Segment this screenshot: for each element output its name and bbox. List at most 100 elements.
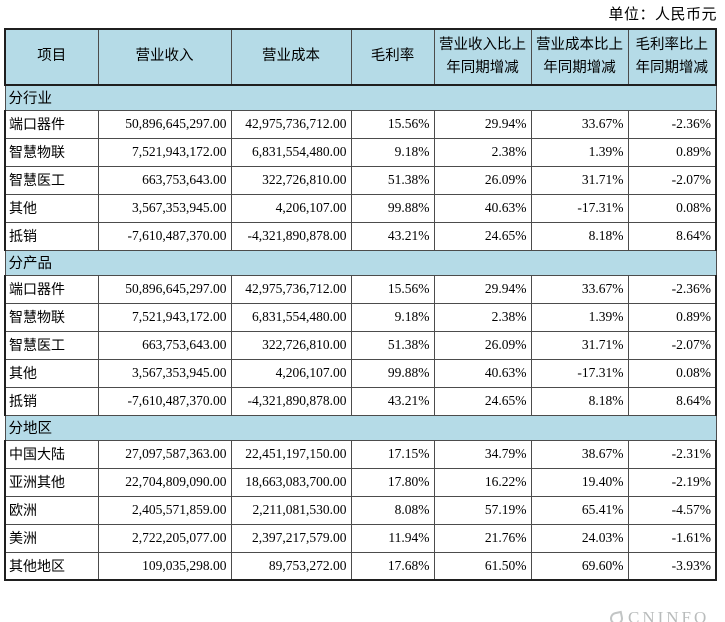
value-cell: 26.09% bbox=[433, 330, 532, 360]
section-label: 分地区 bbox=[4, 414, 717, 441]
value-cell: 0.89% bbox=[627, 302, 717, 332]
value-cell: 33.67% bbox=[530, 109, 629, 139]
table-row: 智慧医工 663,753,643.00 322,726,810.00 51.38% 26… bbox=[4, 330, 717, 360]
value-cell: -4,321,890,878.00 bbox=[230, 386, 352, 416]
table-row: 亚洲其他 22,704,809,090.00 18,663,083,700.00 17… bbox=[4, 467, 717, 497]
value-cell: 16.22% bbox=[433, 467, 532, 497]
value-cell: -4.57% bbox=[627, 495, 717, 525]
table-row: 智慧医工 663,753,643.00 322,726,810.00 51.38% 26… bbox=[4, 165, 717, 195]
table-row: 抵销 -7,610,487,370.00 -4,321,890,878.00 43.2… bbox=[4, 386, 717, 416]
value-cell: 2.38% bbox=[433, 302, 532, 332]
value-cell: -3.93% bbox=[627, 551, 717, 581]
table-row: 端口器件 50,896,645,297.00 42,975,736,712.00 15… bbox=[4, 109, 717, 139]
item-cell: 智慧医工 bbox=[4, 330, 99, 360]
value-cell: 2,405,571,859.00 bbox=[97, 495, 232, 525]
table-row: 其他 3,567,353,945.00 4,206,107.00 99.88% 40.6… bbox=[4, 358, 717, 388]
value-cell: 8.64% bbox=[627, 221, 717, 251]
value-cell: 51.38% bbox=[350, 330, 435, 360]
value-cell: 22,704,809,090.00 bbox=[97, 467, 232, 497]
table-row: 其他 3,567,353,945.00 4,206,107.00 99.88% 40.6… bbox=[4, 193, 717, 223]
value-cell: 57.19% bbox=[433, 495, 532, 525]
unit-label: 单位：人民币元 bbox=[608, 7, 717, 23]
col-header-revenue-yoy: 营业收入比上年同期增减 bbox=[433, 28, 532, 86]
value-cell: 42,975,736,712.00 bbox=[230, 274, 352, 304]
section-label: 分产品 bbox=[4, 249, 717, 276]
section-row: 分产品 bbox=[4, 249, 717, 276]
value-cell: 99.88% bbox=[350, 358, 435, 388]
value-cell: 22,451,197,150.00 bbox=[230, 439, 352, 469]
value-cell: -2.36% bbox=[627, 109, 717, 139]
value-cell: -4,321,890,878.00 bbox=[230, 221, 352, 251]
value-cell: 38.67% bbox=[530, 439, 629, 469]
col-header-gross-margin: 毛利率 bbox=[350, 28, 435, 86]
value-cell: 19.40% bbox=[530, 467, 629, 497]
value-cell: 7,521,943,172.00 bbox=[97, 137, 232, 167]
value-cell: 0.89% bbox=[627, 137, 717, 167]
value-cell: 29.94% bbox=[433, 274, 532, 304]
value-cell: 40.63% bbox=[433, 193, 532, 223]
value-cell: 17.68% bbox=[350, 551, 435, 581]
value-cell: 8.18% bbox=[530, 386, 629, 416]
value-cell: 43.21% bbox=[350, 386, 435, 416]
item-cell: 中国大陆 bbox=[4, 439, 99, 469]
value-cell: 43.21% bbox=[350, 221, 435, 251]
value-cell: -17.31% bbox=[530, 358, 629, 388]
value-cell: 42,975,736,712.00 bbox=[230, 109, 352, 139]
value-cell: 109,035,298.00 bbox=[97, 551, 232, 581]
item-cell: 端口器件 bbox=[4, 274, 99, 304]
value-cell: 9.18% bbox=[350, 137, 435, 167]
value-cell: 9.18% bbox=[350, 302, 435, 332]
table-row: 智慧物联 7,521,943,172.00 6,831,554,480.00 9.18… bbox=[4, 302, 717, 332]
table-row: 其他地区 109,035,298.00 89,753,272.00 17.68% 61.… bbox=[4, 551, 717, 581]
value-cell: 8.18% bbox=[530, 221, 629, 251]
value-cell: -2.31% bbox=[627, 439, 717, 469]
value-cell: -17.31% bbox=[530, 193, 629, 223]
value-cell: 65.41% bbox=[530, 495, 629, 525]
col-header-revenue: 营业收入 bbox=[97, 28, 232, 86]
value-cell: 663,753,643.00 bbox=[97, 165, 232, 195]
item-cell: 其他 bbox=[4, 358, 99, 388]
value-cell: 50,896,645,297.00 bbox=[97, 109, 232, 139]
financial-breakdown-table: 项目 营业收入 营业成本 毛利率 营业收入比上年同期增减 营业成本比上年同期增减… bbox=[4, 28, 717, 581]
value-cell: 21.76% bbox=[433, 523, 532, 553]
value-cell: 89,753,272.00 bbox=[230, 551, 352, 581]
value-cell: 15.56% bbox=[350, 274, 435, 304]
value-cell: 27,097,587,363.00 bbox=[97, 439, 232, 469]
value-cell: 50,896,645,297.00 bbox=[97, 274, 232, 304]
value-cell: 24.65% bbox=[433, 386, 532, 416]
value-cell: 31.71% bbox=[530, 330, 629, 360]
item-cell: 智慧物联 bbox=[4, 302, 99, 332]
col-header-cost: 营业成本 bbox=[230, 28, 352, 86]
item-cell: 其他 bbox=[4, 193, 99, 223]
value-cell: -1.61% bbox=[627, 523, 717, 553]
value-cell: 2,722,205,077.00 bbox=[97, 523, 232, 553]
value-cell: 322,726,810.00 bbox=[230, 165, 352, 195]
value-cell: 4,206,107.00 bbox=[230, 193, 352, 223]
value-cell: 51.38% bbox=[350, 165, 435, 195]
value-cell: 11.94% bbox=[350, 523, 435, 553]
item-cell: 智慧医工 bbox=[4, 165, 99, 195]
value-cell: 663,753,643.00 bbox=[97, 330, 232, 360]
value-cell: 17.80% bbox=[350, 467, 435, 497]
value-cell: 29.94% bbox=[433, 109, 532, 139]
table-row: 美洲 2,722,205,077.00 2,397,217,579.00 11.94%… bbox=[4, 523, 717, 553]
value-cell: 0.08% bbox=[627, 193, 717, 223]
value-cell: 33.67% bbox=[530, 274, 629, 304]
value-cell: 1.39% bbox=[530, 302, 629, 332]
value-cell: 18,663,083,700.00 bbox=[230, 467, 352, 497]
section-row: 分行业 bbox=[4, 84, 717, 111]
table-row: 欧洲 2,405,571,859.00 2,211,081,530.00 8.08% 5… bbox=[4, 495, 717, 525]
value-cell: 3,567,353,945.00 bbox=[97, 193, 232, 223]
value-cell: 26.09% bbox=[433, 165, 532, 195]
value-cell: 3,567,353,945.00 bbox=[97, 358, 232, 388]
value-cell: 7,521,943,172.00 bbox=[97, 302, 232, 332]
value-cell: 1.39% bbox=[530, 137, 629, 167]
value-cell: 24.65% bbox=[433, 221, 532, 251]
value-cell: 34.79% bbox=[433, 439, 532, 469]
value-cell: 24.03% bbox=[530, 523, 629, 553]
value-cell: 40.63% bbox=[433, 358, 532, 388]
value-cell: 2,397,217,579.00 bbox=[230, 523, 352, 553]
value-cell: 4,206,107.00 bbox=[230, 358, 352, 388]
col-header-item: 项目 bbox=[4, 28, 99, 86]
